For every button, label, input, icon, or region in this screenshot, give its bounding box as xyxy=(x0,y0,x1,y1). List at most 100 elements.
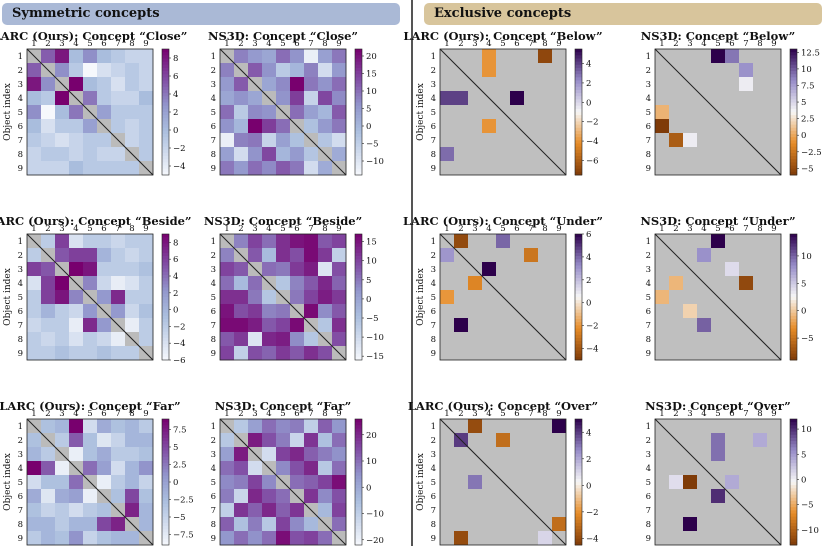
colorbar-segment xyxy=(162,284,169,288)
heatmap-cell xyxy=(55,346,70,361)
heatmap-cell xyxy=(248,161,263,176)
colorbar-segment xyxy=(575,290,582,295)
heatmap-cell xyxy=(725,262,739,276)
colorbar-segment xyxy=(355,516,362,521)
heatmap-cell xyxy=(220,290,235,305)
colorbar-segment xyxy=(355,237,362,241)
colorbar-tick-label: −5 xyxy=(366,314,379,324)
heatmap-cell xyxy=(697,318,711,332)
diagonal-line xyxy=(26,48,154,176)
heatmap-cell xyxy=(290,531,305,546)
heatmap-panel: NS3D: Concept “Under”1 2 3 4 5 6 7 8 9123456789−… xyxy=(640,214,814,361)
heatmap-border xyxy=(219,48,347,176)
diagonal-line xyxy=(219,233,347,361)
colorbar-segment xyxy=(575,491,582,495)
colorbar-segment xyxy=(575,538,582,543)
colorbar-segment xyxy=(790,115,797,119)
colorbar-segment xyxy=(575,281,582,285)
heatmap-cell xyxy=(83,531,98,546)
heatmap-cell xyxy=(27,133,42,148)
heatmap-cell xyxy=(55,503,70,518)
colorbar-segment xyxy=(790,328,797,333)
heatmap-cell xyxy=(248,133,263,148)
colorbar-segment xyxy=(790,422,797,426)
colorbar-segment xyxy=(790,431,797,436)
heatmap-cell xyxy=(220,276,235,291)
y-tick-label: 2 xyxy=(18,436,23,446)
heatmap-cell xyxy=(27,63,42,78)
colorbar-segment xyxy=(355,134,362,138)
heatmap-cell xyxy=(290,147,305,162)
heatmap-cell xyxy=(669,475,683,489)
colorbar-segment xyxy=(162,278,169,282)
colorbar-segment xyxy=(575,89,582,94)
heatmap-cell xyxy=(234,91,249,106)
y-tick-label: 2 xyxy=(646,436,651,446)
colorbar-segment xyxy=(355,538,362,543)
colorbar-tick-label: 2.5 xyxy=(173,461,187,471)
x-tick-label: 2 xyxy=(238,39,243,49)
heatmap-cell xyxy=(318,91,333,106)
y-tick-label: 8 xyxy=(431,150,436,160)
colorbar-segment xyxy=(355,61,362,66)
colorbar-segment xyxy=(575,344,582,348)
colorbar-tick-label: 15 xyxy=(366,70,377,80)
heatmap-cell xyxy=(290,63,305,78)
colorbar-segment xyxy=(575,312,582,317)
colorbar-segment xyxy=(355,353,362,358)
colorbar-segment xyxy=(355,466,362,470)
x-tick-label: 9 xyxy=(336,409,341,419)
x-tick-label: 9 xyxy=(771,39,776,49)
colorbar-segment xyxy=(355,526,362,530)
colorbar-segment xyxy=(575,86,582,91)
y-tick-label: 8 xyxy=(646,520,651,530)
heatmap-cell xyxy=(41,447,56,462)
colorbar-segment xyxy=(575,143,582,148)
heatmap-cell xyxy=(290,475,305,490)
heatmap-cell xyxy=(139,147,154,162)
colorbar-segment xyxy=(162,249,169,254)
y-tick-label: 5 xyxy=(18,478,23,488)
heatmap-cell xyxy=(332,63,347,78)
heatmap-border xyxy=(26,233,154,361)
y-tick-label: 6 xyxy=(211,122,216,132)
colorbar-segment xyxy=(575,437,582,442)
colorbar-segment xyxy=(790,456,797,461)
y-tick-label: 3 xyxy=(646,265,651,275)
heatmap-cell xyxy=(318,447,333,462)
colorbar-segment xyxy=(575,118,582,122)
colorbar-segment xyxy=(575,532,582,536)
colorbar-segment xyxy=(575,504,582,508)
y-tick-label: 7 xyxy=(211,136,216,146)
colorbar-tick-label: −10 xyxy=(801,526,819,536)
heatmap-cell xyxy=(248,105,263,120)
colorbar-segment xyxy=(162,67,169,72)
heatmap-cell xyxy=(69,503,84,518)
heatmap-cell xyxy=(262,318,277,333)
colorbar-segment xyxy=(790,485,797,489)
colorbar-segment xyxy=(790,265,797,270)
colorbar-segment xyxy=(355,507,362,511)
x-tick-label: 6 xyxy=(294,409,299,419)
heatmap-cell xyxy=(290,105,305,120)
y-axis-label: Object index xyxy=(416,83,426,141)
heatmap-cell xyxy=(97,63,112,78)
colorbar-segment xyxy=(575,500,582,505)
heatmap-cell xyxy=(234,489,249,504)
chart-title: LARC (Ours): Concept “Below” xyxy=(403,29,602,43)
colorbar-segment xyxy=(355,49,362,53)
heatmap-cell xyxy=(111,461,126,476)
colorbar-segment xyxy=(162,325,169,329)
y-tick-label: 2 xyxy=(431,436,436,446)
colorbar-segment xyxy=(355,532,362,536)
heatmap-cell xyxy=(55,332,70,347)
heatmap-cell xyxy=(332,503,347,518)
heatmap-cell xyxy=(220,318,235,333)
colorbar-segment xyxy=(575,353,582,358)
colorbar-segment xyxy=(162,444,169,448)
heatmap-cell xyxy=(440,91,454,105)
heatmap-cell xyxy=(482,63,496,77)
heatmap-cell xyxy=(220,147,235,162)
colorbar-tick-label: 10 xyxy=(801,252,812,262)
x-tick-label: 8 xyxy=(757,39,762,49)
